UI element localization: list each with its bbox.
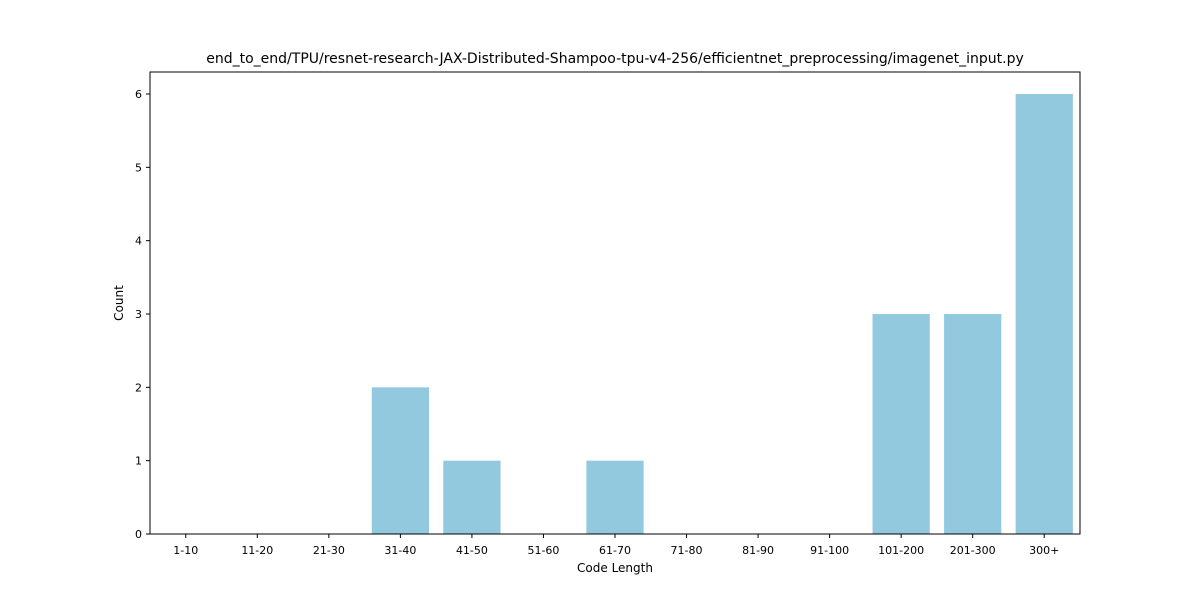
x-tick-label: 101-200 (878, 544, 924, 557)
x-tick-label: 71-80 (671, 544, 703, 557)
y-tick-label: 4 (135, 235, 142, 248)
x-tick-label: 61-70 (599, 544, 631, 557)
x-tick-label: 300+ (1029, 544, 1059, 557)
x-tick-label: 51-60 (527, 544, 559, 557)
x-tick-label: 41-50 (456, 544, 488, 557)
x-tick-label: 21-30 (313, 544, 345, 557)
x-tick-label: 81-90 (742, 544, 774, 557)
x-tick-label: 31-40 (384, 544, 416, 557)
y-tick-label: 6 (135, 88, 142, 101)
y-tick-label: 0 (135, 528, 142, 541)
x-tick-label: 91-100 (810, 544, 849, 557)
bar-300+ (1015, 94, 1073, 534)
y-tick-label: 1 (135, 455, 142, 468)
x-tick-label: 1-10 (173, 544, 198, 557)
bars-group (371, 94, 1073, 534)
bar-101-200 (872, 314, 930, 534)
y-tick-label: 3 (135, 308, 142, 321)
y-axis-ticks: 0 1 2 3 4 5 6 (135, 88, 150, 541)
bar-201-300 (944, 314, 1002, 534)
chart-title: end_to_end/TPU/resnet-research-JAX-Distr… (206, 51, 1024, 67)
y-tick-label: 2 (135, 381, 142, 394)
x-tick-label: 11-20 (241, 544, 273, 557)
bar-41-50 (443, 460, 501, 534)
y-axis-label: Count (112, 285, 126, 321)
x-axis-ticks: 1-10 11-20 21-30 31-40 41-50 51-60 61-70 71-80 8… (173, 534, 1059, 557)
plot-frame (149, 71, 1081, 535)
bar-31-40 (371, 387, 429, 534)
bar-61-70 (586, 460, 644, 534)
y-tick-label: 5 (135, 161, 142, 174)
x-tick-label: 201-300 (950, 544, 996, 557)
x-axis-label: Code Length (577, 561, 653, 575)
